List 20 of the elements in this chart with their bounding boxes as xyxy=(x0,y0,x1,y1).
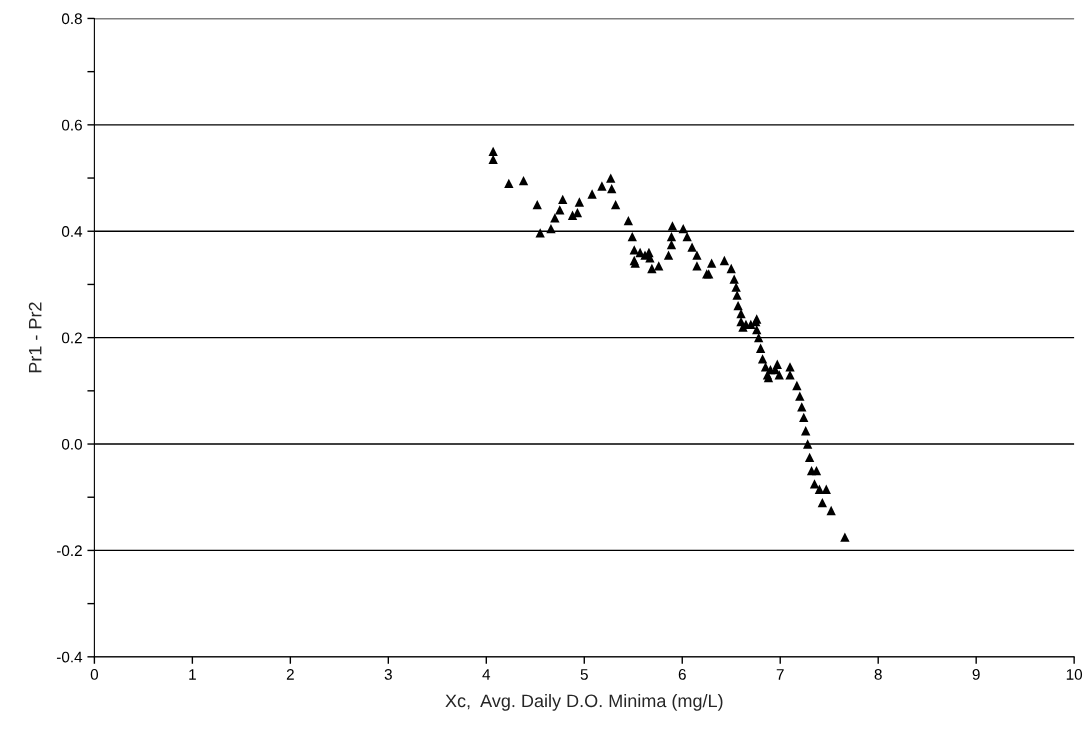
y-tick-label: -0.4 xyxy=(56,651,83,663)
y-axis-title: Pr1 - Pr2 xyxy=(28,302,42,373)
y-tick-label: 0.0 xyxy=(61,438,82,450)
y-tick-label: 0.6 xyxy=(61,119,82,131)
y-tick-label: 0.8 xyxy=(61,13,82,25)
x-tick-label: 4 xyxy=(482,669,491,680)
x-tick-label: 9 xyxy=(972,669,980,680)
y-tick-label: 0.2 xyxy=(61,332,82,344)
x-tick-label: 6 xyxy=(678,669,686,680)
x-tick-label: 3 xyxy=(384,669,392,680)
x-tick-label: 1 xyxy=(189,669,196,680)
x-tick-label: 2 xyxy=(286,669,294,680)
x-tick-label: 7 xyxy=(776,669,784,680)
x-tick-label: 5 xyxy=(580,669,588,680)
y-tick-label: -0.2 xyxy=(56,545,82,557)
x-tick-label: 10 xyxy=(1066,669,1083,680)
y-tick-label: 0.4 xyxy=(61,226,83,237)
x-tick-label: 8 xyxy=(874,669,882,680)
x-axis-title: Xc, Avg. Daily D.O. Minima (mg/L) xyxy=(445,693,723,711)
x-tick-label: 0 xyxy=(90,669,99,680)
